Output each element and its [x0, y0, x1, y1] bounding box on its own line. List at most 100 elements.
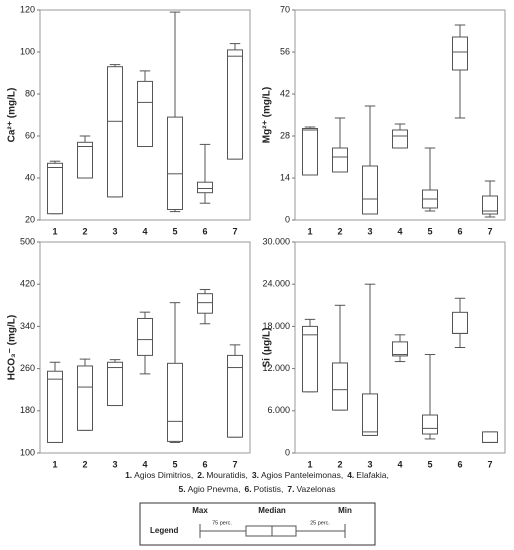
y-tick-label: 20 [25, 214, 35, 224]
legend-p25: 25 perc. [310, 520, 330, 526]
box [197, 293, 213, 314]
box [107, 361, 123, 407]
box [362, 165, 378, 215]
legend-median: Median [258, 506, 286, 515]
x-tick-label: 4 [397, 226, 402, 236]
x-tick-label: 6 [202, 459, 207, 469]
box [452, 311, 468, 334]
box [227, 354, 243, 438]
box [392, 341, 408, 357]
y-tick-label: 100 [20, 46, 35, 56]
x-tick-label: 6 [457, 226, 462, 236]
plot-frame [294, 241, 506, 454]
box [452, 36, 468, 71]
x-tick-label: 7 [232, 459, 237, 469]
legend-title: Legend [150, 526, 179, 535]
y-tick-label: 12.000 [262, 363, 290, 373]
x-tick-label: 1 [52, 226, 57, 236]
caption-line: 1. Agios Dimitrios, 2. Mouratidis, 3. Agios P… [125, 470, 389, 480]
legend-box [139, 502, 376, 546]
x-tick-label: 3 [112, 459, 117, 469]
x-tick-label: 2 [337, 459, 342, 469]
x-tick-label: 1 [307, 459, 312, 469]
legend-max: Max [192, 506, 208, 515]
box [227, 49, 243, 160]
y-axis-title: Ca²⁺ (mg/L) [7, 88, 18, 143]
box [302, 325, 318, 393]
x-tick-label: 5 [172, 226, 177, 236]
box [332, 362, 348, 411]
box [77, 365, 93, 431]
x-tick-label: 3 [367, 226, 372, 236]
x-tick-label: 1 [307, 226, 312, 236]
box [332, 147, 348, 173]
box [137, 317, 153, 356]
box [47, 370, 63, 443]
x-tick-label: 4 [397, 459, 402, 469]
box [107, 66, 123, 198]
y-tick-label: 14 [280, 172, 290, 182]
caption-number: 6. [244, 484, 251, 494]
box [77, 141, 93, 179]
box [167, 362, 183, 442]
caption-name: Agios Dimitrios, [134, 470, 193, 480]
x-tick-label: 5 [427, 226, 432, 236]
x-tick-label: 5 [427, 459, 432, 469]
caption-number: 5. [178, 484, 185, 494]
box [482, 431, 498, 443]
x-tick-label: 7 [487, 226, 492, 236]
y-tick-label: 0 [285, 214, 290, 224]
box [302, 128, 318, 176]
x-tick-label: 6 [457, 459, 462, 469]
legend-box-sample [245, 525, 297, 537]
y-tick-label: 28 [280, 130, 290, 140]
y-tick-label: 6.000 [267, 405, 290, 415]
caption-line: 5. Agio Pnevma, 6. Potistis, 7. Vazelonas [178, 484, 335, 494]
caption-number: 7. [287, 484, 294, 494]
x-tick-label: 2 [82, 226, 87, 236]
caption-number: 1. [125, 470, 132, 480]
y-tick-label: 100 [20, 447, 35, 457]
y-tick-label: 42 [280, 88, 290, 98]
y-axis-title: HCO₃⁻ (mg/L) [7, 315, 18, 380]
box [167, 116, 183, 210]
y-tick-label: 340 [20, 321, 35, 331]
caption-name: Mouratidis, [206, 470, 248, 480]
caption-name: Agio Pnevma, [188, 484, 241, 494]
y-tick-label: 420 [20, 279, 35, 289]
y-tick-label: 40 [25, 172, 35, 182]
x-tick-label: 2 [337, 226, 342, 236]
caption-name: Elafakia, [356, 470, 389, 480]
box [47, 162, 63, 215]
box [362, 393, 378, 436]
y-axis-title: Mg²⁺ (mg/L) [262, 87, 273, 143]
caption-number: 4. [347, 470, 354, 480]
box [482, 195, 498, 215]
plot-frame [294, 9, 506, 221]
x-tick-label: 3 [367, 459, 372, 469]
box [137, 80, 153, 147]
y-tick-label: 56 [280, 46, 290, 56]
y-tick-label: 70 [280, 4, 290, 14]
x-tick-label: 2 [82, 459, 87, 469]
caption-name: Vazelonas [296, 484, 335, 494]
caption-name: Agios Panteleimonas, [261, 470, 343, 480]
y-axis-title: Si (μg/L) [262, 328, 273, 368]
y-tick-label: 0 [285, 447, 290, 457]
y-tick-label: 120 [20, 4, 35, 14]
y-tick-label: 260 [20, 363, 35, 373]
caption-name: Potistis, [254, 484, 284, 494]
x-tick-label: 7 [487, 459, 492, 469]
legend-min: Min [338, 506, 352, 515]
legend-p75: 75 perc. [212, 520, 232, 526]
x-tick-label: 1 [52, 459, 57, 469]
y-tick-label: 180 [20, 405, 35, 415]
x-tick-label: 4 [142, 226, 147, 236]
box [197, 181, 213, 194]
x-tick-label: 3 [112, 226, 117, 236]
y-tick-label: 60 [25, 130, 35, 140]
y-tick-label: 80 [25, 88, 35, 98]
x-tick-label: 5 [172, 459, 177, 469]
x-tick-label: 4 [142, 459, 147, 469]
